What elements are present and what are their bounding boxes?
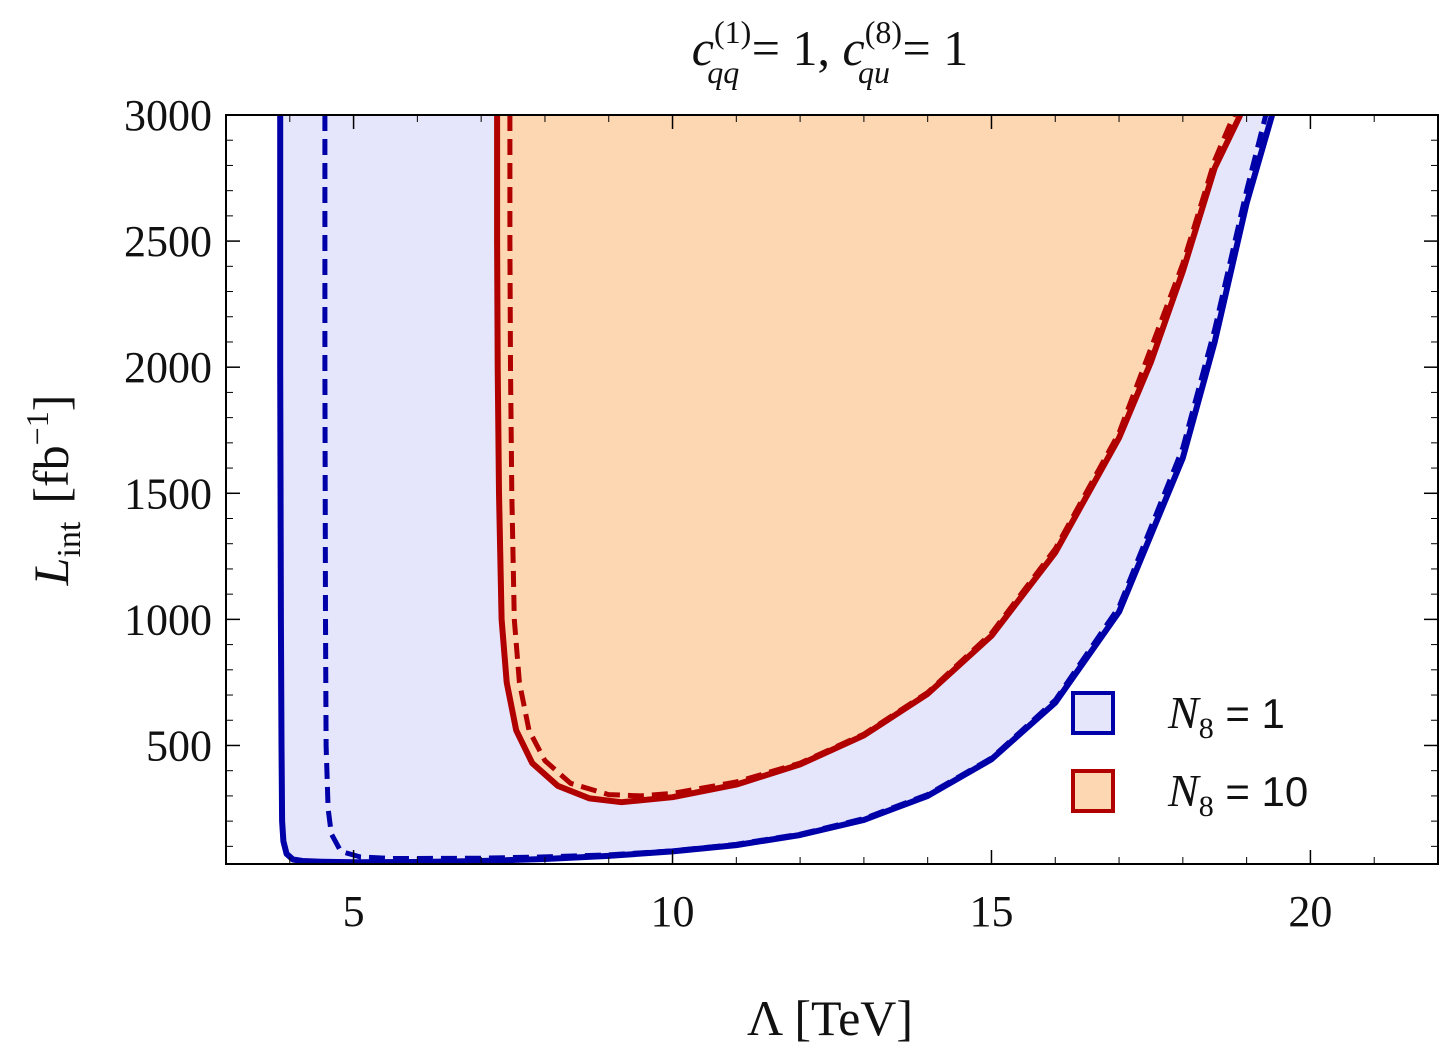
x-tick-label: 20	[1288, 887, 1332, 936]
chart-title: c(1) qq = 1, c(8) qu = 1	[692, 14, 968, 90]
legend-label-n8-10: N8 = 10	[1167, 765, 1308, 823]
legend-label-n8-1: N8 = 1	[1167, 687, 1285, 745]
curve-solid-1	[494, 115, 1244, 806]
legend-swatch-n8-1	[1071, 691, 1115, 735]
svg-text:Lint[fb−1]: Lint[fb−1]	[19, 395, 88, 587]
legend-swatch-n8-10	[1071, 769, 1115, 813]
y-tick-label: 1500	[124, 469, 212, 518]
x-axis-label: Λ [TeV]	[747, 990, 913, 1046]
region-fill-1	[497, 115, 1241, 803]
plot-frame	[225, 114, 1439, 865]
plot-layer	[277, 115, 1275, 864]
tick-label-layer: 5 10 15 20 500 1000 1500 2000 2500 3000	[124, 91, 1332, 936]
y-tick-label: 500	[146, 721, 212, 770]
legend: N8 = 1 N8 = 10	[1071, 687, 1308, 823]
y-tick-label: 1000	[124, 595, 212, 644]
x-tick-label: 5	[343, 887, 365, 936]
x-tick-label: 10	[651, 887, 695, 936]
y-axis-label: Lint[fb−1]	[19, 395, 88, 587]
y-tick-label: 2500	[124, 217, 212, 266]
y-tick-label: 3000	[124, 91, 212, 140]
x-tick-label: 15	[969, 887, 1013, 936]
curve-dashed-1	[507, 115, 1237, 799]
y-tick-label: 2000	[124, 343, 212, 392]
